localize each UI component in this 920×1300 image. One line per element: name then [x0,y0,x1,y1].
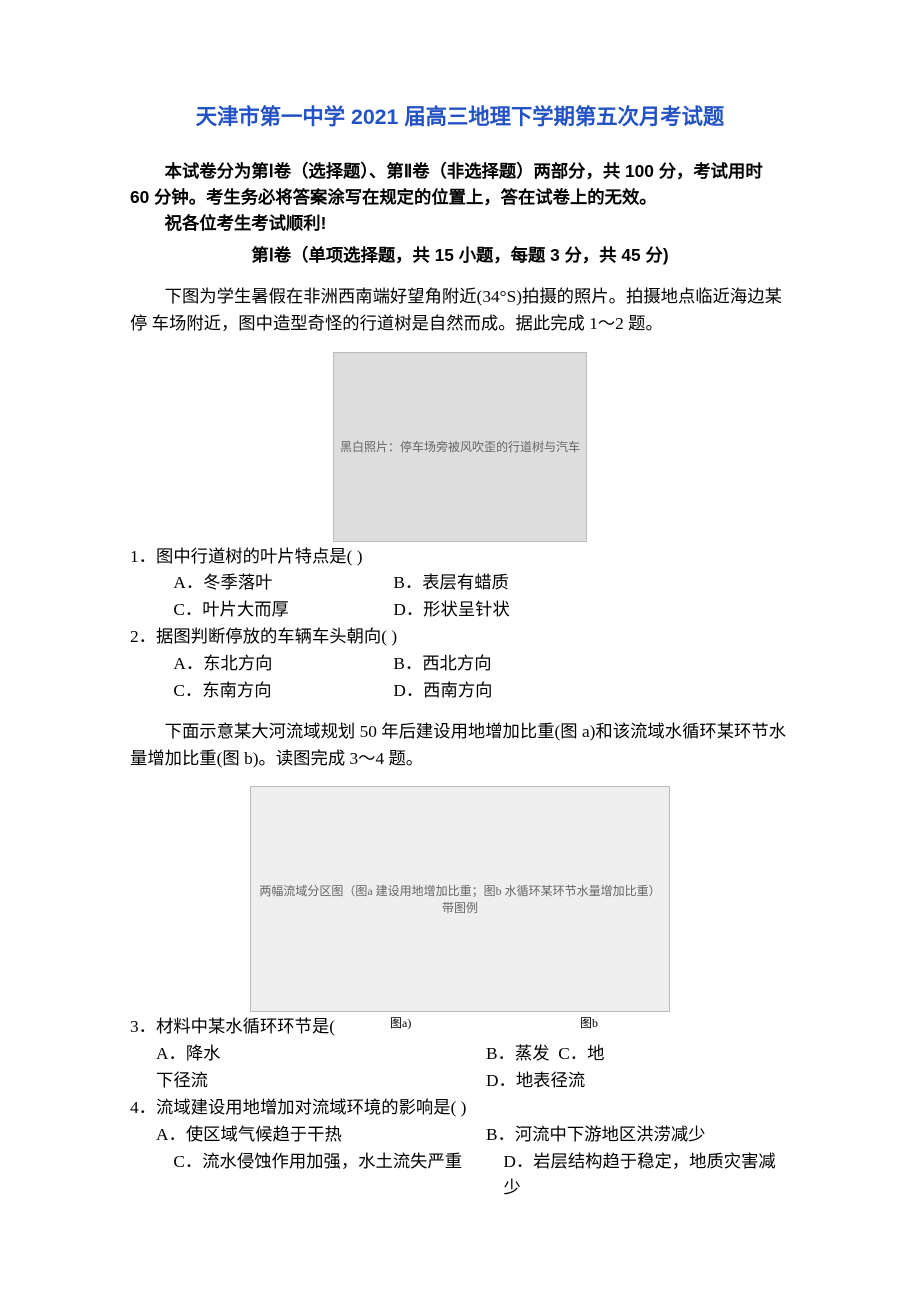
q2-opts-row1: A．东北方向 B．西北方向 [130,651,790,678]
q1-opt-a: A．冬季落叶 [130,570,393,597]
q1-opt-d: D．形状呈针状 [393,597,790,624]
q2-opt-c: C．东南方向 [130,678,393,705]
exam-page: 天津市第一中学 2021 届高三地理下学期第五次月考试题 本试卷分为第Ⅰ卷（选择… [0,0,920,1262]
q3-stem-left: 3．材料中某水循环环节是( [130,1014,390,1041]
passage-2: 下面示意某大河流域规划 50 年后建设用地增加比重(图 a)和该流域水循环某环节… [130,719,790,773]
q3-stem-row: 3．材料中某水循环环节是( 图a) 图b [130,1014,790,1041]
figure-2-placeholder: 两幅流域分区图（图a 建设用地增加比重；图b 水循环某环节水量增加比重）带图例 [250,786,670,1012]
q2-stem: 2．据图判断停放的车辆车头朝向( ) [130,624,790,651]
figure-2-alt: 两幅流域分区图（图a 建设用地增加比重；图b 水循环某环节水量增加比重）带图例 [255,882,665,916]
q2-opts-row2: C．东南方向 D．西南方向 [130,678,790,705]
q3-opt-d: D．地表径流 [486,1068,790,1095]
q2-opt-d: D．西南方向 [393,678,790,705]
passage-1: 下图为学生暑假在非洲西南端好望角附近(34°S)拍摄的照片。拍摄地点临近海边某停… [130,284,790,338]
q3-opts-row1: A．降水 B．蒸发 C．地 [130,1041,790,1068]
q3-opt-c-bottom: 下径流 [130,1068,486,1095]
q1-opts-row1: A．冬季落叶 B．表层有蜡质 [130,570,790,597]
q3-opt-c-top: C．地 [558,1044,604,1063]
q3-opt-a: A．降水 [130,1041,486,1068]
intro-line-2: 60 分钟。考生务必将答案涂写在规定的位置上，答在试卷上的无效。 [130,185,790,211]
q4-opt-a: A．使区域气候趋于干热 [130,1122,486,1149]
q1-opt-c: C．叶片大而厚 [130,597,393,624]
q3-opt-b: B．蒸发 [486,1044,550,1063]
q1-opts-row2: C．叶片大而厚 D．形状呈针状 [130,597,790,624]
q4-opt-d: D．岩层结构趋于稳定，地质灾害减少 [503,1149,790,1203]
q4-opts-row2: C．流水侵蚀作用加强，水土流失严重 D．岩层结构趋于稳定，地质灾害减少 [130,1149,790,1203]
figure-2-label-a: 图a) [390,1014,580,1041]
q4-stem: 4．流域建设用地增加对流域环境的影响是( ) [130,1095,790,1122]
q1-stem: 1．图中行道树的叶片特点是( ) [130,544,790,571]
intro-line-1: 本试卷分为第Ⅰ卷（选择题）、第Ⅱ卷（非选择题）两部分，共 100 分，考试用时 [130,159,790,185]
q1-opt-b: B．表层有蜡质 [393,570,790,597]
intro-line-3: 祝各位考生考试顺利! [130,211,790,237]
page-title: 天津市第一中学 2021 届高三地理下学期第五次月考试题 [130,100,790,131]
q4-opt-c: C．流水侵蚀作用加强，水土流失严重 [130,1149,503,1203]
q2-opt-a: A．东北方向 [130,651,393,678]
spacer-1 [130,705,790,719]
q3-opt-b-c: B．蒸发 C．地 [486,1041,790,1068]
figure-1-placeholder: 黑白照片：停车场旁被风吹歪的行道树与汽车 [333,352,587,542]
section-1-header: 第Ⅰ卷（单项选择题，共 15 小题，每题 3 分，共 45 分) [130,241,790,266]
q3-opts-row2: 下径流 D．地表径流 [130,1068,790,1095]
figure-2: 两幅流域分区图（图a 建设用地增加比重；图b 水循环某环节水量增加比重）带图例 [130,786,790,1012]
figure-1: 黑白照片：停车场旁被风吹歪的行道树与汽车 [130,352,790,542]
q4-opts-row1: A．使区域气候趋于干热 B．河流中下游地区洪涝减少 [130,1122,790,1149]
figure-2-label-b: 图b [580,1014,790,1041]
q2-opt-b: B．西北方向 [393,651,790,678]
q4-opt-b: B．河流中下游地区洪涝减少 [486,1122,790,1149]
figure-1-alt: 黑白照片：停车场旁被风吹歪的行道树与汽车 [340,438,580,455]
